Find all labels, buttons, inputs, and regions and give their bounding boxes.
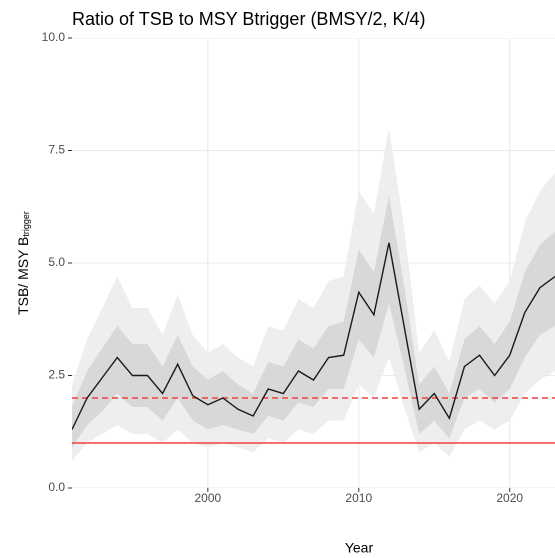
x-tick-label: 2000 — [194, 491, 221, 505]
y-tick-label: 0.0 — [48, 480, 65, 494]
chart-title: Ratio of TSB to MSY Btrigger (BMSY/2, K/… — [72, 9, 425, 29]
x-tick-label: 2010 — [345, 491, 372, 505]
x-tick-label: 2020 — [496, 491, 523, 505]
y-axis-label-sub: trigger — [21, 211, 31, 237]
y-tick-label: 10.0 — [42, 30, 66, 44]
y-tick-label: 7.5 — [48, 143, 65, 157]
y-axis-label: TSB/ MSY Btrigger — [15, 211, 32, 315]
plot-area — [72, 38, 555, 488]
x-axis-label: Year — [345, 540, 374, 556]
uncertainty-band — [72, 128, 555, 461]
y-tick-label: 2.5 — [48, 368, 65, 382]
y-tick-label: 5.0 — [48, 255, 65, 269]
uncertainty-band — [72, 195, 555, 448]
y-axis-label-main: TSB/ MSY B — [15, 237, 31, 315]
data-line — [72, 242, 555, 430]
